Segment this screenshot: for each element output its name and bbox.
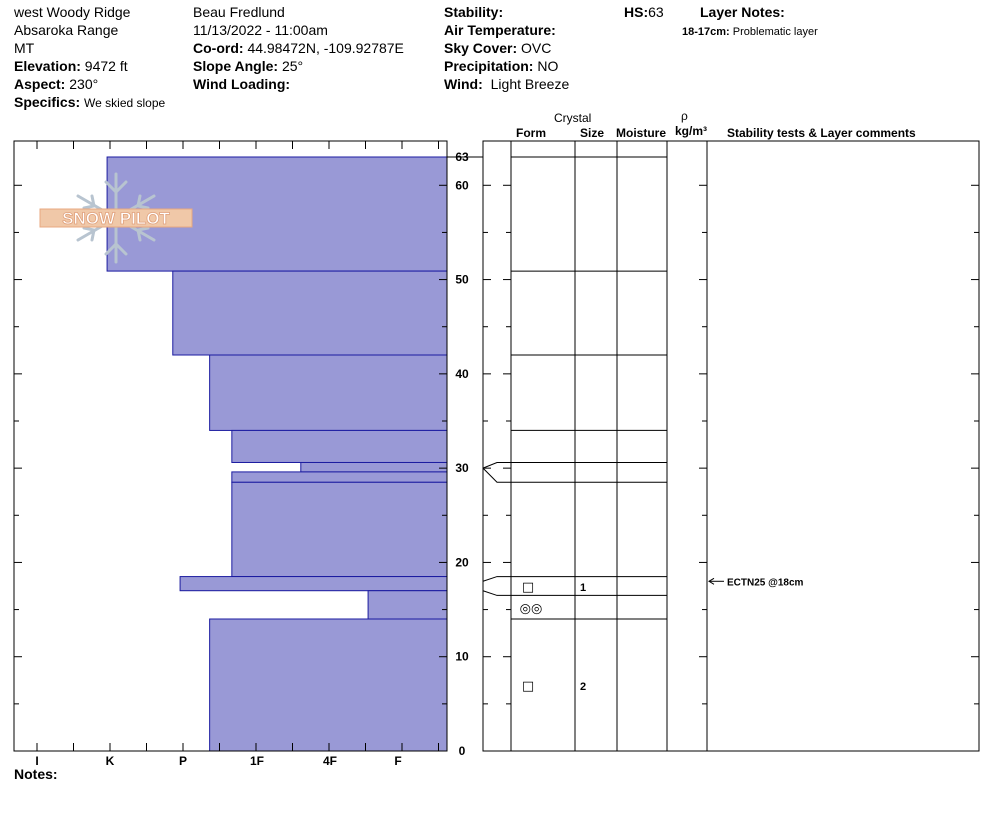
specifics-label: Specifics: (14, 94, 81, 110)
hardness-bar (179, 576, 448, 592)
coord-field: Co-ord: 44.98472N, -109.92787E (193, 40, 404, 56)
depth-tick-label: 30 (455, 461, 469, 475)
hardness-bar (231, 429, 448, 463)
layer-connector (482, 576, 511, 582)
crystal-header: Crystal (554, 111, 592, 125)
hs-label: HS: (624, 4, 649, 20)
depth-tick-label: 63 (455, 150, 469, 164)
layer-connector (482, 590, 511, 596)
observer-name: Beau Fredlund (193, 4, 285, 20)
slope-value: 25° (281, 58, 304, 74)
air-temp-label: Air Temperature: (444, 22, 556, 38)
sky-field: Sky Cover: OVC (444, 40, 551, 56)
layer-note-text: Problematic layer (732, 26, 818, 38)
hardness-bar (231, 481, 448, 578)
snow-pilot-logo-text: SNOW PILOT (62, 209, 170, 228)
stability-test-label: ECTN25 @18cm (727, 577, 804, 588)
depth-tick-label: 20 (455, 555, 469, 569)
hardness-bar (172, 270, 448, 356)
density-header: kg/m³ (675, 124, 708, 138)
hardness-tick-label: K (106, 754, 115, 768)
elevation-value: 9472 ft (84, 58, 128, 74)
hs-field: HS:63 (624, 4, 664, 20)
hardness-bar (209, 618, 448, 752)
location-name: west Woody Ridge (14, 4, 131, 20)
hardness-bar (300, 461, 448, 473)
wind-loading-label: Wind Loading: (193, 76, 291, 92)
rho-header: ρ (681, 109, 688, 123)
stability-tests-header: Stability tests & Layer comments (727, 126, 916, 140)
specifics-value: We skied slope (84, 96, 166, 110)
grain-form-symbol: □ (522, 679, 534, 694)
precip-value: NO (537, 58, 559, 74)
hardness-plot-border (13, 140, 448, 752)
depth-tick-label: 60 (455, 178, 469, 192)
specifics-field: Specifics: We skied slope (14, 94, 165, 111)
hardness-tick-label: P (179, 754, 187, 768)
size-header: Size (580, 126, 605, 140)
sky-label: Sky Cover: (444, 40, 518, 56)
hardness-bar (367, 590, 448, 620)
notes-label: Notes: (14, 766, 58, 782)
aspect-label: Aspect: (14, 76, 66, 92)
state-name: MT (14, 40, 35, 56)
snow-pilot-logo: SNOW PILOT (39, 172, 193, 264)
elevation-label: Elevation: (14, 58, 81, 74)
wind-label: Wind: (444, 76, 483, 92)
layer-connector (482, 461, 511, 469)
aspect-value: 230° (69, 76, 99, 92)
hs-value: 63 (648, 4, 664, 20)
aspect-field: Aspect: 230° (14, 76, 98, 92)
grain-form-symbol: ◎◎ (520, 602, 543, 617)
layer-connector (482, 467, 511, 483)
layer-table-frame (482, 140, 980, 752)
grain-size-label: 2 (580, 681, 586, 693)
depth-tick-label: 40 (455, 367, 469, 381)
stability-label: Stability: (444, 4, 504, 20)
range-name: Absaroka Range (14, 22, 119, 38)
moisture-header: Moisture (616, 126, 667, 140)
hardness-tick-label: 4F (323, 754, 337, 768)
depth-tick-label: 10 (455, 650, 469, 664)
layer-note: 18-17cm: Problematic layer (682, 24, 818, 40)
precip-field: Precipitation: NO (444, 58, 558, 74)
coord-label: Co-ord: (193, 40, 244, 56)
wind-field: Wind: Light Breeze (444, 76, 569, 92)
grain-form-symbol: □ (522, 580, 534, 595)
layer-note-range: 18-17cm: (682, 26, 730, 38)
slope-label: Slope Angle: (193, 58, 279, 74)
depth-tick-label: 50 (455, 273, 469, 287)
hardness-tick-label: 1F (250, 754, 264, 768)
stability-test-arrowhead (708, 577, 715, 585)
sky-value: OVC (521, 40, 552, 56)
observation-datetime: 11/13/2022 - 11:00am (193, 22, 328, 38)
layer-notes-label: Layer Notes: (700, 4, 785, 20)
depth-tick-label: 0 (459, 744, 466, 758)
coord-value: 44.98472N, -109.92787E (247, 40, 404, 56)
grain-size-label: 1 (580, 582, 586, 594)
hardness-tick-label: F (394, 754, 401, 768)
elevation-field: Elevation: 9472 ft (14, 58, 128, 74)
hardness-bar (209, 354, 448, 431)
hardness-tick-label: I (35, 754, 38, 768)
hardness-bar (231, 471, 448, 483)
form-header: Form (516, 126, 546, 140)
wind-value: Light Breeze (490, 76, 570, 92)
precip-label: Precipitation: (444, 58, 534, 74)
slope-field: Slope Angle: 25° (193, 58, 303, 74)
